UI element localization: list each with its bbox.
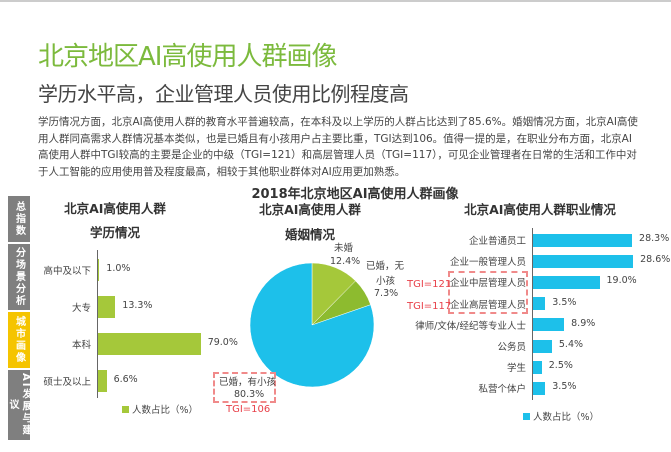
value-label: 1.0% (106, 263, 131, 274)
bar (533, 275, 600, 289)
page-subtitle: 学历水平高，企业管理人员使用比例程度高 (38, 82, 409, 106)
category-label: 公务员 (497, 342, 526, 353)
sidebar-item-overall-index[interactable]: 总指数 (8, 196, 30, 242)
bar (533, 297, 546, 311)
category-label: 本科 (71, 340, 91, 351)
tgi-annotation: TGI=106 (226, 404, 271, 415)
axis-line (97, 250, 98, 398)
value-label: 3.5% (552, 381, 577, 393)
value-label: 2.5% (548, 360, 573, 372)
legend-swatch (523, 413, 530, 420)
bar (98, 333, 201, 355)
value-label: 3.5% (552, 296, 577, 308)
value-label: 6.6% (113, 374, 138, 385)
value-label: 28.6% (640, 254, 671, 266)
legend-label: 人数占比（%） (533, 412, 600, 423)
slice-value-married-no-child: 7.3% (374, 288, 399, 299)
category-label: 企业一般管理人员 (449, 257, 526, 269)
page-title: 北京地区AI高使用人群画像 (38, 42, 337, 72)
bar (533, 233, 633, 247)
category-label: 私营个体户 (478, 384, 526, 396)
bar (533, 360, 542, 374)
value-label: 79.0% (207, 337, 238, 348)
category-label: 高中及以下 (43, 266, 91, 277)
category-label: 企业普通员工 (468, 236, 526, 247)
bar (98, 296, 116, 318)
slice-label-married-no-child-2: 小孩 (376, 276, 396, 287)
highlight-box (213, 372, 276, 403)
bar (533, 339, 552, 353)
category-label: 硕士及以上 (43, 377, 91, 388)
slice-value-unmarried: 12.4% (330, 256, 361, 267)
value-label: 28.3% (639, 233, 670, 244)
legend-label: 人数占比（%） (132, 405, 199, 416)
category-label: 学生 (506, 363, 526, 375)
value-label: 19.0% (606, 275, 637, 287)
category-label: 企业高层管理人员 (449, 299, 526, 311)
category-label: 企业中层管理人员 (449, 278, 526, 290)
bar (533, 381, 546, 395)
edu-chart-subtitle: 学历情况 (89, 225, 140, 240)
legend-swatch (122, 406, 129, 413)
category-label: 大专 (71, 303, 91, 314)
slice-label-unmarried: 未婚 (334, 243, 354, 254)
top-border (0, 0, 671, 2)
job-chart-title: 北京AI高使用人群职业情况 (464, 202, 616, 217)
sidebar-item-scenario-analysis[interactable]: 分场景分析 (8, 244, 30, 310)
tgi-annotation: TGI=121 (407, 279, 452, 290)
value-label: 5.4% (558, 339, 584, 350)
bar (98, 370, 107, 392)
axis-line (532, 228, 533, 400)
slice-label-married-no-child-1: 已婚，无 (366, 261, 405, 272)
slice-label-married-child: 已婚，有小孩 (219, 377, 277, 388)
sidebar-item-city-portrait[interactable]: 城市画像 (8, 312, 30, 368)
sidebar-item-ai-suggestions[interactable]: AI发展与建议 (7, 370, 31, 440)
category-label: 律师/文体/经纪等专业人士 (415, 320, 526, 332)
bar (98, 259, 100, 281)
bar (533, 318, 565, 332)
edu-chart-title: 北京AI高使用人群 (64, 201, 166, 216)
slice-value-married-child: 80.3% (234, 389, 265, 400)
value-label: 8.9% (571, 317, 596, 329)
marital-chart-subtitle: 婚姻情况 (284, 227, 335, 242)
job-legend: 人数占比（%） (523, 409, 599, 423)
marital-chart-title: 北京AI高使用人群 (259, 202, 361, 217)
body-paragraph: 学历情况方面，北京AI高使用人群的教育水平普遍较高，在本科及以上学历的人群占比达… (38, 116, 638, 178)
edu-legend: 人数占比（%） (122, 402, 198, 416)
pie-slice (249, 262, 375, 388)
tgi-annotation: TGI=117 (407, 301, 452, 312)
overall-title: 2018年北京地区AI高使用人群画像 (251, 187, 459, 202)
highlight-box (448, 271, 528, 314)
bar (533, 254, 634, 268)
value-label: 13.3% (122, 300, 153, 311)
